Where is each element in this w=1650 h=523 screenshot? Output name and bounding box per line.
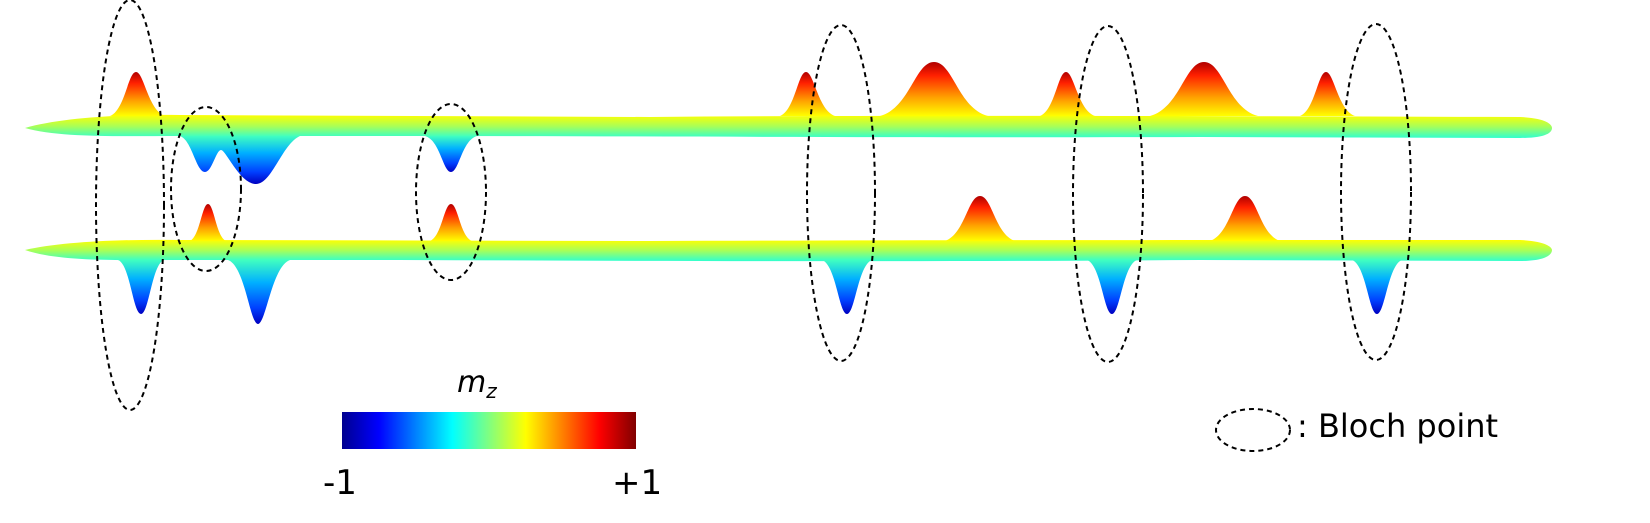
bloch-point-marker-6 xyxy=(1340,23,1412,361)
legend-dashed-ellipse-icon xyxy=(1215,408,1291,452)
lower-dip-2 xyxy=(228,260,290,324)
colorbar-symbol: m xyxy=(457,365,486,400)
lower-dip-4 xyxy=(1087,260,1137,314)
bloch-point-marker-4 xyxy=(806,24,876,362)
upper-peak-up-5 xyxy=(1150,62,1258,116)
upper-peak-up-2 xyxy=(780,72,835,116)
bloch-point-markers xyxy=(95,0,1412,411)
colorbar-min-label: -1 xyxy=(323,463,357,503)
bloch-point-marker-5 xyxy=(1072,25,1144,363)
lower-dip-3 xyxy=(822,260,872,314)
upper-peak-up-4 xyxy=(1040,72,1095,116)
legend: : Bloch point xyxy=(1215,407,1498,452)
colorbar-title: mz xyxy=(457,365,497,403)
bloch-point-marker-3 xyxy=(415,103,487,281)
upper-peak-up-1 xyxy=(110,72,165,116)
lower-dip-1 xyxy=(118,260,164,314)
upper-dip-2 xyxy=(425,136,477,172)
lower-peak-up-3 xyxy=(945,196,1015,241)
upper-wire-profile xyxy=(25,62,1552,184)
lower-dip-5 xyxy=(1352,260,1402,314)
colorbar-gradient xyxy=(342,412,636,449)
legend-label: : Bloch point xyxy=(1297,407,1498,445)
lower-peak-up-2 xyxy=(430,204,472,241)
lower-peak-up-4 xyxy=(1210,196,1280,241)
colorbar-max-label: +1 xyxy=(612,463,662,503)
bloch-point-marker-1 xyxy=(95,0,165,411)
lower-peak-up-1 xyxy=(190,204,226,241)
lower-ribbon xyxy=(25,239,1552,262)
upper-peak-up-6 xyxy=(1300,72,1355,116)
colorbar-subscript: z xyxy=(485,379,497,403)
bloch-point-marker-2 xyxy=(170,106,242,272)
upper-ribbon xyxy=(25,114,1552,138)
lower-wire-profile xyxy=(25,196,1552,324)
upper-peak-up-3 xyxy=(880,62,988,116)
upper-dip-1 xyxy=(180,136,300,184)
colorbar: mz -1 +1 xyxy=(323,365,662,503)
